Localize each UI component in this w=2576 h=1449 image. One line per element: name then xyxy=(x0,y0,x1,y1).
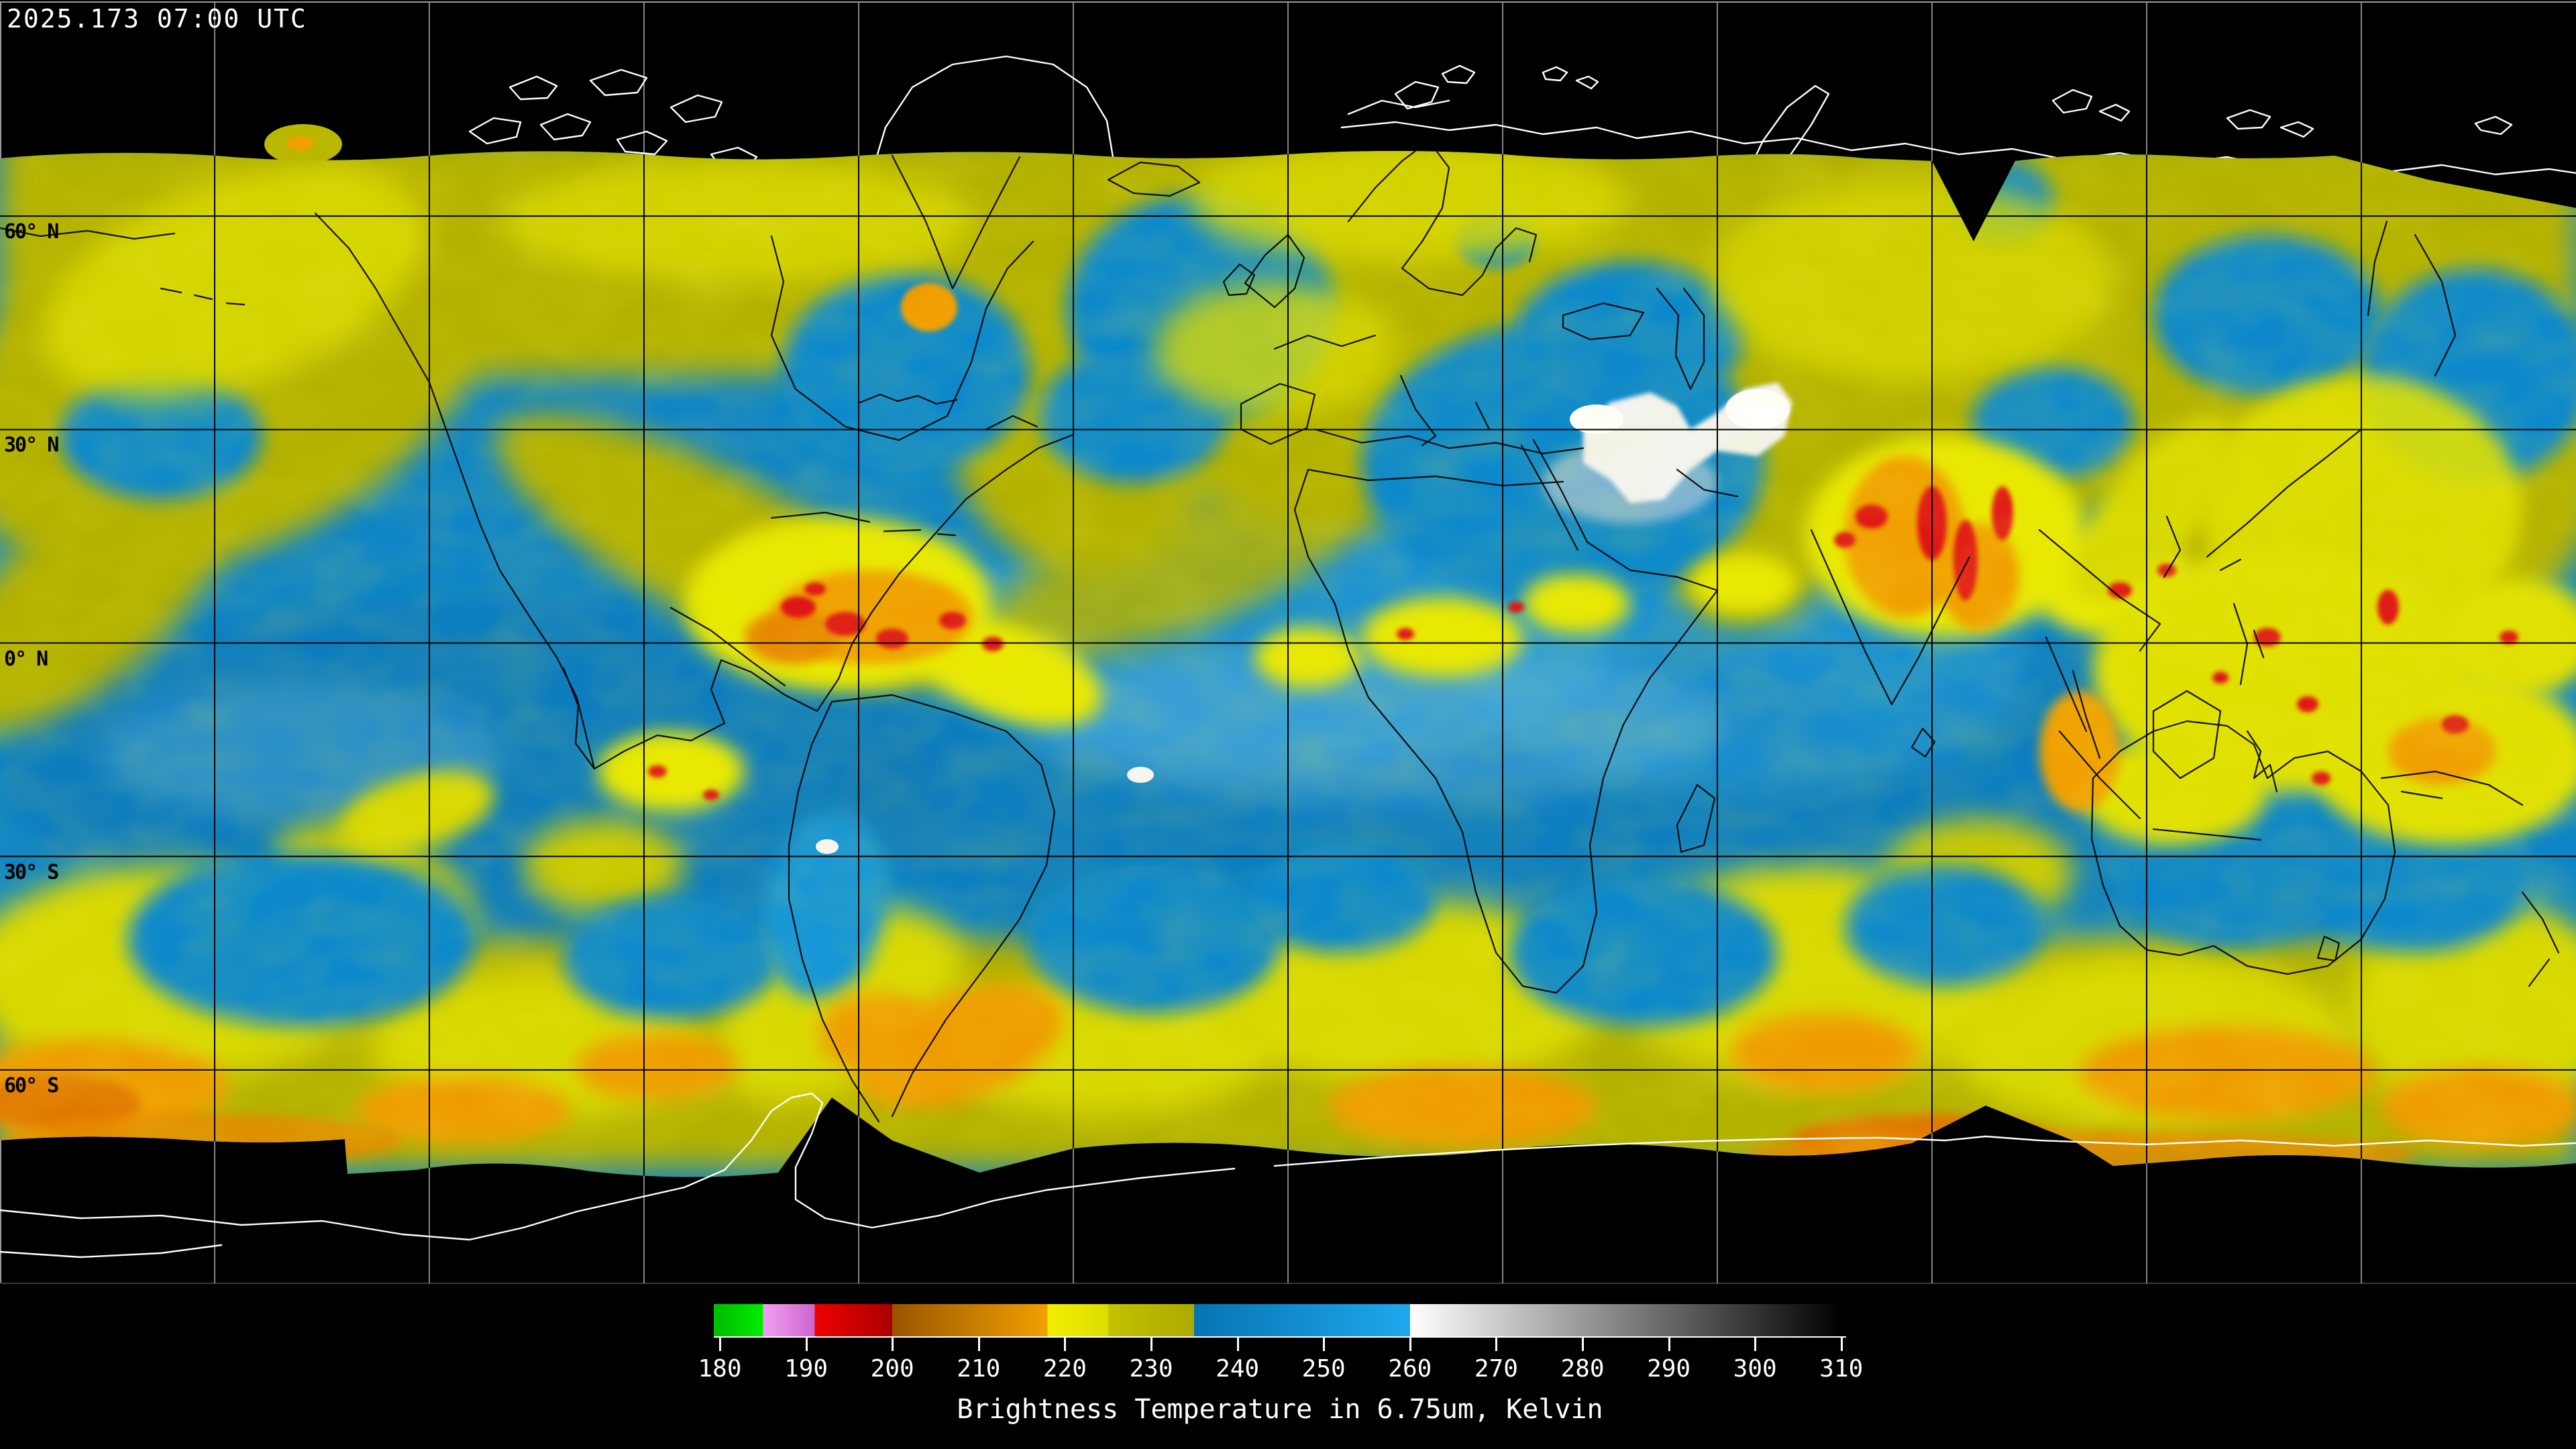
colorbar-tick xyxy=(805,1338,808,1351)
coastlines-antarctica xyxy=(0,1092,2576,1258)
colorbar-tick-label: 240 xyxy=(1216,1355,1260,1383)
graticule xyxy=(0,151,2576,1177)
colorbar-tick xyxy=(1840,1338,1843,1351)
colorbar-tick xyxy=(1754,1338,1757,1351)
colorbar-title: Brightness Temperature in 6.75um, Kelvin xyxy=(957,1394,1603,1425)
colorbar-tick-label: 220 xyxy=(1042,1355,1087,1383)
colorbar-tick-label: 310 xyxy=(1819,1355,1864,1383)
colorbar-tick xyxy=(1668,1338,1670,1351)
colorbar-tick-label: 190 xyxy=(784,1355,828,1383)
colorbar-axis-line xyxy=(714,1336,1846,1338)
colorbar-tick xyxy=(977,1338,980,1351)
colorbar-tick xyxy=(1323,1338,1326,1351)
colorbar-tick-label: 200 xyxy=(870,1355,914,1383)
colorbar-tick xyxy=(1582,1338,1584,1351)
colorbar-tick xyxy=(1409,1338,1411,1351)
colorbar-tick-label: 230 xyxy=(1129,1355,1173,1383)
colorbar-tick xyxy=(1064,1338,1067,1351)
data-swath xyxy=(0,151,2576,1177)
colorbar-tick-label: 260 xyxy=(1388,1355,1432,1383)
colorbar-tick xyxy=(1236,1338,1239,1351)
colorbar-tick xyxy=(1150,1338,1152,1351)
colorbar-tick-label: 300 xyxy=(1733,1355,1777,1383)
data-speck xyxy=(264,124,342,164)
colorbar-tick-label: 270 xyxy=(1474,1355,1518,1383)
colorbar-tick xyxy=(1495,1338,1498,1351)
colorbar-tick-label: 210 xyxy=(957,1355,1001,1383)
colorbar-tick-label: 290 xyxy=(1647,1355,1691,1383)
colorbar-tick-label: 180 xyxy=(698,1355,742,1383)
colorbar-tick-label: 250 xyxy=(1301,1355,1346,1383)
colorbar-tick xyxy=(719,1338,721,1351)
colorbar-tick-label: 280 xyxy=(1560,1355,1605,1383)
colorbar-gradient xyxy=(714,1304,1846,1338)
coastlines-data xyxy=(0,151,2560,1123)
colorbar-tick xyxy=(892,1338,894,1351)
